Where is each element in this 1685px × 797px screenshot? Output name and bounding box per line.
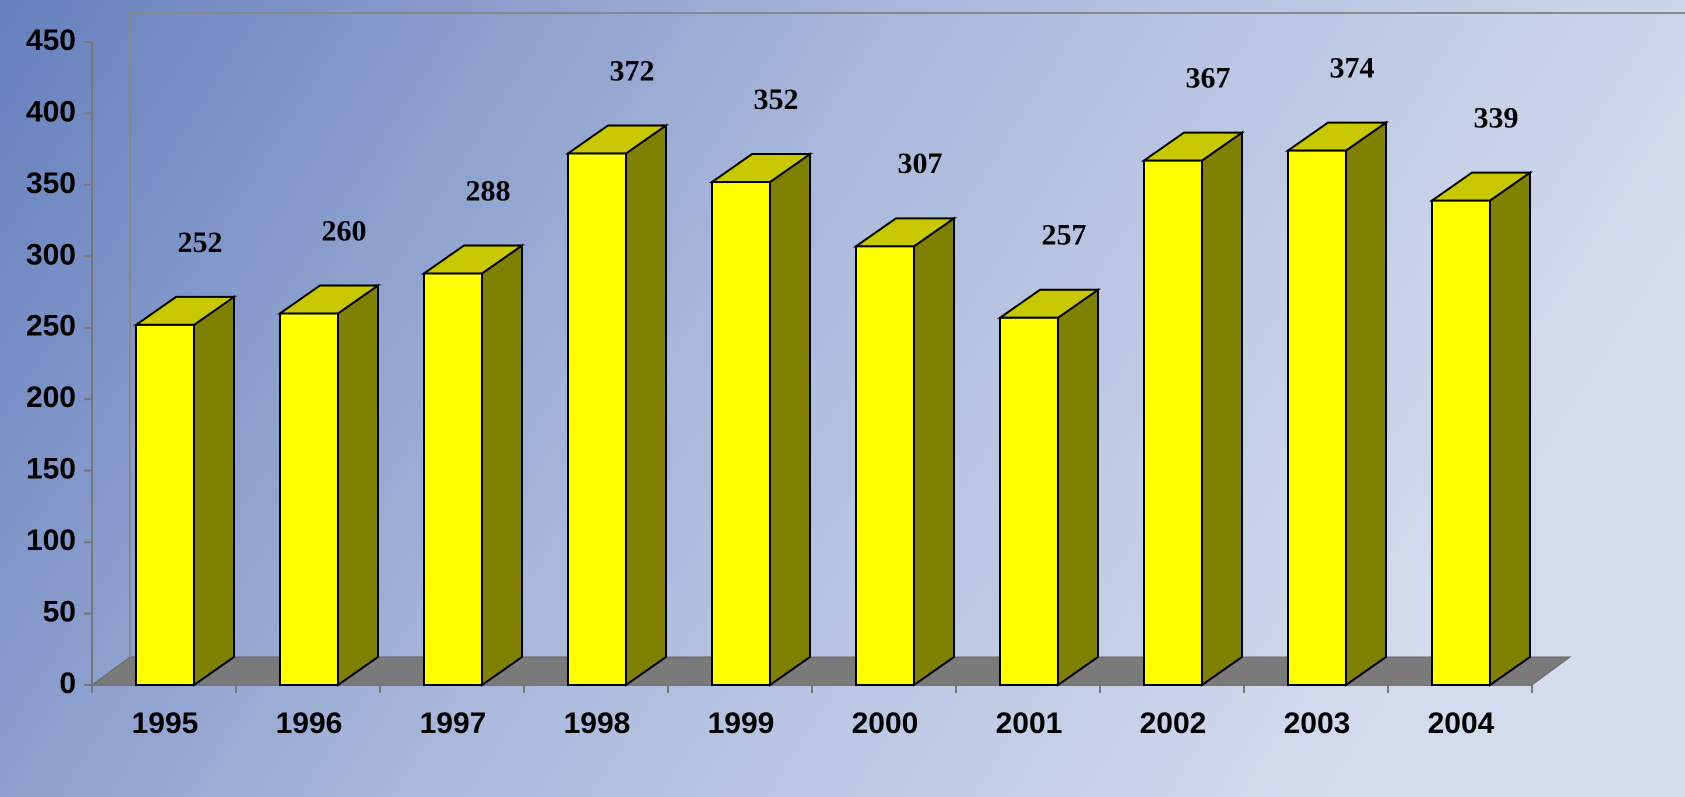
bar-side bbox=[1057, 287, 1099, 687]
y-tick-label: 400 bbox=[26, 95, 76, 128]
bar bbox=[135, 323, 195, 686]
y-tick-label: 350 bbox=[26, 167, 76, 200]
bar-side bbox=[1201, 130, 1243, 687]
y-tick-label: 250 bbox=[26, 310, 76, 343]
value-label: 374 bbox=[1330, 51, 1375, 84]
bar bbox=[999, 316, 1059, 686]
value-label: 372 bbox=[610, 54, 655, 87]
value-label: 352 bbox=[754, 83, 799, 116]
bar-side bbox=[481, 243, 523, 687]
bar-side bbox=[193, 294, 235, 687]
x-tick-label: 1999 bbox=[708, 707, 775, 740]
x-tick-label: 2001 bbox=[996, 707, 1063, 740]
x-tick-label: 2004 bbox=[1428, 707, 1495, 740]
value-label: 260 bbox=[322, 214, 367, 247]
x-tick-label: 2003 bbox=[1284, 707, 1351, 740]
value-label: 339 bbox=[1474, 101, 1519, 134]
bar-side bbox=[1489, 170, 1531, 687]
back-wall bbox=[129, 12, 1685, 657]
value-label: 257 bbox=[1042, 219, 1087, 252]
x-tick-label: 1995 bbox=[132, 707, 199, 740]
bar bbox=[1143, 159, 1203, 686]
bar-side bbox=[625, 123, 667, 687]
y-tick-label: 0 bbox=[59, 667, 76, 700]
value-label: 252 bbox=[178, 226, 223, 259]
bar bbox=[279, 312, 339, 686]
bar bbox=[423, 272, 483, 686]
value-label: 307 bbox=[898, 147, 943, 180]
bar-side bbox=[1345, 120, 1387, 687]
x-tick-label: 1996 bbox=[276, 707, 343, 740]
bar bbox=[855, 245, 915, 686]
bar bbox=[567, 152, 627, 687]
x-tick-label: 2002 bbox=[1140, 707, 1207, 740]
bar bbox=[1287, 149, 1347, 686]
y-tick-label: 150 bbox=[26, 453, 76, 486]
x-tick-label: 1997 bbox=[420, 707, 487, 740]
y-tick-label: 200 bbox=[26, 381, 76, 414]
x-tick-label: 1998 bbox=[564, 707, 631, 740]
y-tick-label: 50 bbox=[43, 595, 76, 628]
value-label: 367 bbox=[1186, 61, 1231, 94]
y-tick-label: 100 bbox=[26, 524, 76, 557]
bar bbox=[711, 181, 771, 687]
value-label: 288 bbox=[466, 174, 511, 207]
bar-side bbox=[337, 283, 379, 687]
y-tick-label: 300 bbox=[26, 238, 76, 271]
bar bbox=[1431, 199, 1491, 687]
x-tick-label: 2000 bbox=[852, 707, 919, 740]
bar-side bbox=[913, 216, 955, 687]
y-tick-label: 450 bbox=[26, 24, 76, 57]
bar-side bbox=[769, 152, 811, 687]
